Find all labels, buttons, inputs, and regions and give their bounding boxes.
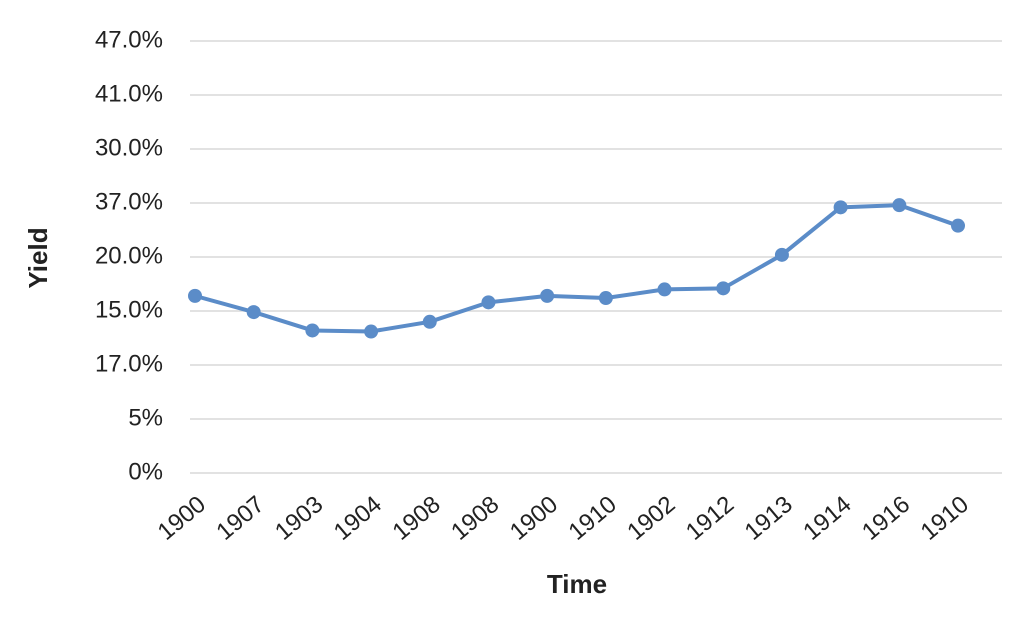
data-point [716,281,731,296]
x-tick-label: 1908 [446,491,504,546]
x-tick-label: 1907 [211,491,269,546]
series-line [193,203,960,334]
data-point [364,324,379,339]
x-tick-label: 1903 [270,491,328,546]
x-tick-label: 1902 [622,491,680,546]
data-point [246,305,261,320]
y-tick-label: 5% [128,404,163,431]
y-tick-label: 47.0% [95,26,163,53]
x-tick-label: 1900 [505,491,563,546]
x-tick-label: 1914 [798,491,856,546]
data-point [598,291,613,306]
y-tick-label: 17.0% [95,350,163,377]
data-point [833,200,848,215]
y-tick-label: 15.0% [95,296,163,323]
data-point [951,218,965,233]
x-tick-label: 1910 [564,491,622,546]
data-point [422,314,437,329]
data-point [481,295,496,310]
data-point [657,282,672,297]
y-tick-label: 41.0% [95,80,163,107]
x-tick-label: 1912 [681,491,739,546]
data-point [540,288,555,303]
x-tick-label: 1916 [857,491,915,546]
data-point [305,323,320,338]
x-tick-label: 1908 [387,491,445,546]
x-tick-label: 1904 [329,491,387,546]
x-tick-label: 1900 [153,491,211,546]
data-point [774,247,789,262]
y-tick-label: 37.0% [95,188,163,215]
x-tick-label: 1913 [740,491,798,546]
y-tick-label: 0% [128,458,163,485]
y-tick-label: 30.0% [95,134,163,161]
y-tick-label: 20.0% [95,242,163,269]
y-axis-title: Yield [23,227,53,288]
data-point [188,288,202,303]
x-axis-title: Time [547,569,607,599]
data-point [892,198,907,213]
x-tick-label: 1910 [916,491,974,546]
